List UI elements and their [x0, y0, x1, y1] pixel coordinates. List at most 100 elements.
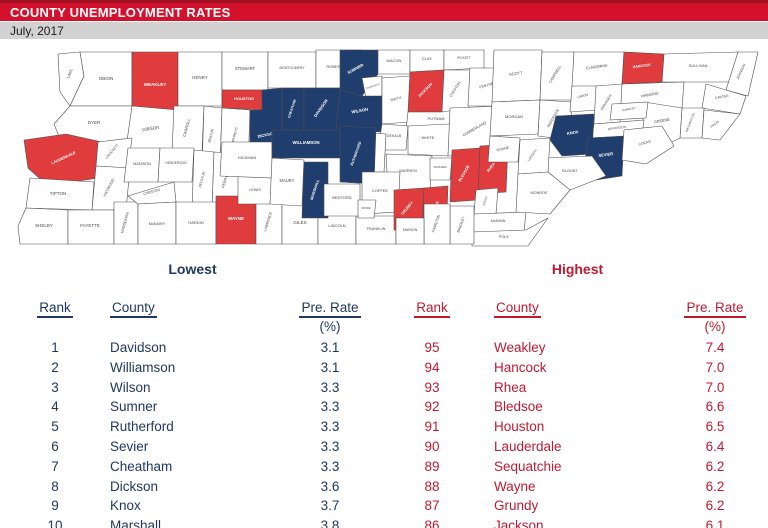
rate-cell: 6.6 [705, 399, 725, 415]
highest-rates-table: Highest Rank County Pre. Rate (%) 95 Weak… [397, 258, 758, 528]
rate-cell: 7.0 [705, 379, 725, 395]
county-shape [323, 183, 361, 217]
county-label: CARTER [715, 94, 730, 100]
rank-cell: 92 [424, 399, 440, 415]
county-label: HAMILTON [431, 214, 441, 233]
county-label: ROANE [496, 146, 510, 153]
county-cell: Wayne [494, 478, 536, 494]
county-shape [621, 51, 665, 85]
county-washington: WASHINGTON [679, 107, 705, 139]
county-hardin: HARDIN [175, 201, 217, 245]
county-label: DEKALB [387, 134, 402, 138]
highest-col-header-rank: Rank [397, 282, 467, 318]
county-smith: SMITH [381, 75, 411, 125]
county-label: KNOX [567, 129, 580, 136]
lowest-col-header-pct: (%) [319, 319, 341, 334]
county-stewart: STEWART [221, 51, 269, 91]
county-shape [17, 207, 69, 245]
county-cell: Wilson [110, 379, 151, 395]
rate-cell: 3.7 [320, 498, 340, 514]
county-van-buren: VAN BUREN [429, 157, 453, 181]
county-label: LOUDON [527, 148, 538, 162]
county-chester: CHESTER [127, 181, 177, 205]
county-cell: Weakley [494, 340, 546, 355]
county-label: COFFEE [372, 188, 389, 193]
rank-cell: 86 [424, 518, 440, 528]
county-label: TIPTON [50, 191, 66, 196]
county-label: SULLIVAN [688, 63, 707, 68]
county-cheatham: CHEATHAM [281, 87, 305, 131]
header-bar: COUNTY UNEMPLOYMENT RATES [0, 0, 768, 21]
county-label: PUTNAM [428, 116, 445, 121]
rate-cell: 3.3 [320, 458, 340, 474]
county-maury: MAURY [269, 157, 305, 207]
rank-cell: 9 [51, 498, 59, 514]
county-williamson: WILLIAMSON [271, 129, 341, 159]
county-label: McMINN [491, 219, 506, 223]
county-shape [395, 217, 425, 245]
county-scott: SCOTT [491, 49, 543, 103]
county-label: MORGAN [505, 114, 523, 119]
county-label: GIBSON [142, 125, 160, 132]
county-label: MONROE [530, 191, 548, 195]
county-label: DECATUR [198, 171, 206, 188]
county-label: FAYETTE [80, 223, 100, 228]
county-label: TROUSDALE [365, 82, 380, 90]
county-bradley: BRADLEY [449, 205, 475, 245]
county-white: WHITE [407, 123, 451, 157]
county-label: CLAY [422, 56, 432, 61]
county-label: CARROLL [182, 117, 192, 137]
county-cell: Jackson [494, 518, 544, 528]
county-cell: Rhea [494, 379, 527, 395]
county-haywood: HAYWOOD [91, 165, 131, 211]
county-label: BENTON [207, 128, 215, 143]
county-label: HAMBLEN [622, 106, 636, 112]
rate-cell: 6.1 [705, 518, 725, 528]
rate-cell: 7.0 [705, 359, 725, 375]
county-cumberland: CUMBERLAND [447, 105, 503, 157]
county-label: OBION [99, 76, 114, 81]
lowest-col-header-rate: Pre. Rate [295, 282, 365, 318]
county-cell: Cheatham [110, 458, 173, 474]
highest-col-header-county: County [467, 282, 672, 318]
county-label: HICKMAN [238, 155, 257, 160]
county-shape [571, 51, 625, 87]
county-hardeman: HARDEMAN [113, 201, 139, 245]
rate-cell: 3.3 [320, 379, 340, 395]
county-loudon: LOUDON [517, 137, 551, 175]
county-marion: MARION [395, 217, 425, 245]
rate-cell: 3.8 [320, 518, 340, 528]
lowest-col-header-rank: Rank [20, 282, 90, 318]
county-bedford: BEDFORD [323, 183, 361, 217]
county-label: LINCOLN [328, 223, 345, 228]
county-label: STEWART [235, 66, 256, 71]
county-trousdale: TROUSDALE [361, 75, 383, 99]
county-label: LAKE [67, 68, 74, 79]
county-cell: Houston [494, 419, 545, 435]
rank-cell: 4 [51, 399, 59, 415]
rank-cell: 1 [51, 340, 59, 355]
rank-cell: 2 [51, 359, 59, 375]
rank-cell: 87 [424, 498, 440, 514]
county-wilson: WILSON [335, 89, 383, 133]
county-franklin: FRANKLIN [355, 215, 397, 245]
county-shape [539, 51, 575, 101]
rank-cell: 3 [51, 379, 59, 395]
county-marshall: MARSHALL [301, 161, 329, 219]
county-label: LEWIS [249, 188, 261, 192]
county-label: MARSHALL [310, 178, 321, 200]
county-madison: MADISON [123, 147, 161, 183]
county-clay: CLAY [409, 49, 445, 73]
county-label: HANCOCK [632, 63, 651, 70]
county-label: POLK [499, 235, 510, 239]
rate-cell: 6.2 [705, 458, 725, 474]
county-cell: Dickson [110, 478, 159, 494]
county-label: CLAIBORNE [586, 63, 609, 70]
county-shelby: SHELBY [17, 207, 69, 245]
county-label: MACON [387, 58, 402, 63]
county-unicoi: UNICOI [701, 109, 741, 141]
county-gibson: GIBSON [125, 105, 179, 153]
county-cell: Marshall [110, 518, 162, 528]
county-label: GILES [293, 220, 306, 225]
